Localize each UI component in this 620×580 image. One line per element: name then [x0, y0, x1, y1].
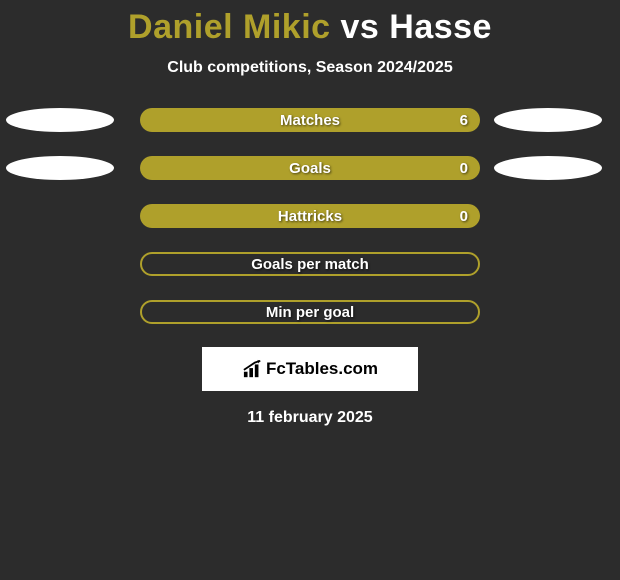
stat-label: Goals: [289, 160, 331, 177]
stat-value: 0: [460, 208, 468, 225]
vs-text: vs: [331, 8, 390, 46]
stat-bar: Hattricks 0: [140, 204, 480, 228]
stat-row: Min per goal: [0, 299, 620, 325]
logo-box: FcTables.com: [202, 347, 418, 391]
stat-row: Matches 6: [0, 107, 620, 133]
stat-label: Min per goal: [266, 304, 354, 321]
stats-comparison: Daniel Mikic vs Hasse Club competitions,…: [0, 0, 620, 427]
player2-name: Hasse: [389, 8, 492, 46]
stat-bar: Goals per match: [140, 252, 480, 276]
stat-label: Hattricks: [278, 208, 342, 225]
stat-row: Goals per match: [0, 251, 620, 277]
subtitle: Club competitions, Season 2024/2025: [0, 59, 620, 77]
stat-row: Hattricks 0: [0, 203, 620, 229]
ellipse-left: [6, 156, 114, 180]
chart-icon: [242, 359, 264, 379]
player1-name: Daniel Mikic: [128, 8, 331, 46]
stat-value: 0: [460, 160, 468, 177]
ellipse-left: [6, 108, 114, 132]
stat-value: 6: [460, 112, 468, 129]
stat-bar: Goals 0: [140, 156, 480, 180]
ellipse-right: [494, 108, 602, 132]
page-title: Daniel Mikic vs Hasse: [0, 8, 620, 47]
ellipse-right: [494, 156, 602, 180]
logo-text: FcTables.com: [266, 359, 378, 379]
stat-label: Matches: [280, 112, 340, 129]
stats-chart: Matches 6 Goals 0 Hattricks 0 Goals per match M…: [0, 107, 620, 325]
date-text: 11 february 2025: [0, 409, 620, 427]
stat-label: Goals per match: [251, 256, 369, 273]
stat-bar: Matches 6: [140, 108, 480, 132]
stat-bar: Min per goal: [140, 300, 480, 324]
stat-row: Goals 0: [0, 155, 620, 181]
